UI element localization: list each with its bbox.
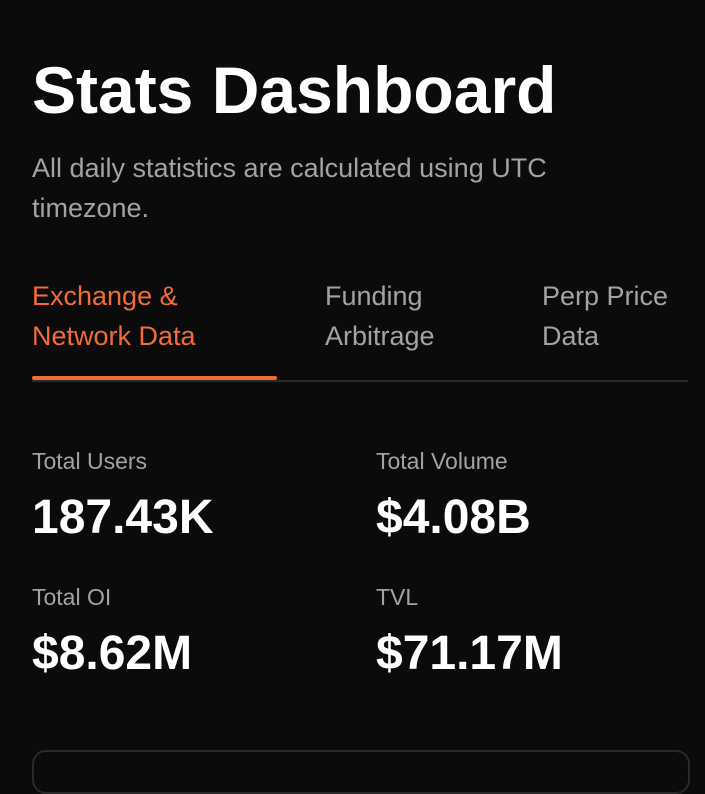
card	[32, 750, 690, 794]
stat-label: Total Users	[32, 448, 148, 474]
stat-value: $8.62M	[32, 627, 193, 680]
page: Stats Dashboard All daily statistics are…	[32, 53, 690, 794]
stat-label: Total OI	[32, 584, 112, 610]
stat-label: TVL	[376, 584, 419, 610]
tab-indicator	[32, 376, 277, 380]
stat-value: 187.43K	[32, 491, 214, 544]
tab-divider	[32, 380, 688, 382]
tab[interactable]: Perp Price Data	[542, 281, 669, 351]
subtitle: All daily statistics are calculated usin…	[32, 153, 547, 223]
tab[interactable]: Funding Arbitrage	[325, 281, 435, 351]
tab[interactable]: Exchange & Network Data	[32, 281, 196, 351]
stat-value: $71.17M	[376, 627, 563, 680]
stat-label: Total Volume	[376, 448, 508, 474]
title: Stats Dashboard	[32, 53, 557, 127]
stat-value: $4.08B	[376, 491, 531, 544]
